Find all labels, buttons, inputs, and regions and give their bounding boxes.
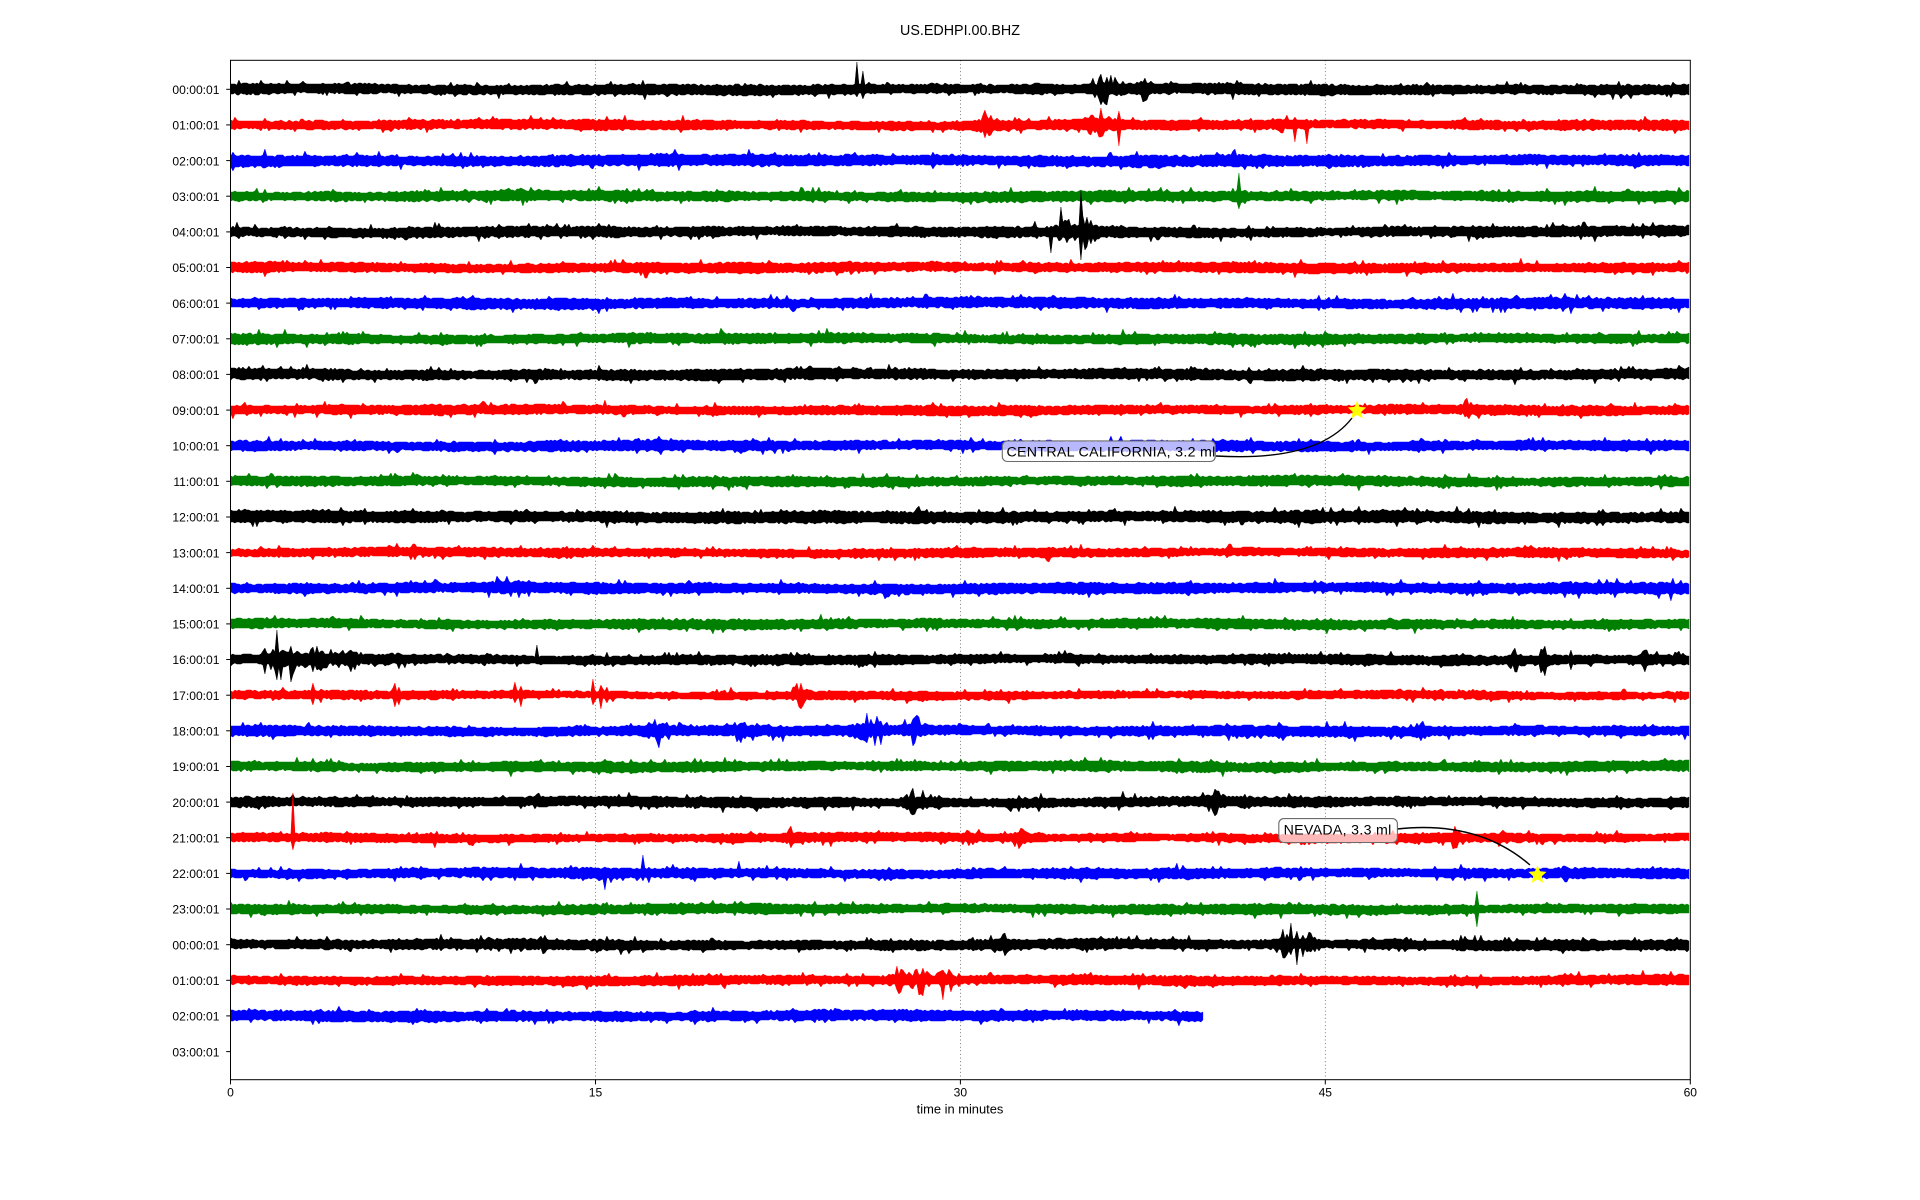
- svg-text:02:00:01: 02:00:01: [172, 1010, 219, 1024]
- svg-text:03:00:01: 03:00:01: [172, 1045, 219, 1059]
- svg-text:12:00:01: 12:00:01: [172, 511, 219, 525]
- svg-text:07:00:01: 07:00:01: [172, 333, 219, 347]
- svg-text:60: 60: [1684, 1086, 1698, 1100]
- svg-text:US.EDHPI.00.BHZ: US.EDHPI.00.BHZ: [900, 23, 1020, 39]
- svg-text:15:00:01: 15:00:01: [172, 618, 219, 632]
- svg-text:13:00:01: 13:00:01: [172, 546, 219, 560]
- svg-text:20:00:01: 20:00:01: [172, 796, 219, 810]
- svg-text:16:00:01: 16:00:01: [172, 653, 219, 667]
- svg-text:00:00:01: 00:00:01: [172, 938, 219, 952]
- svg-text:15: 15: [589, 1086, 603, 1100]
- svg-text:00:00:01: 00:00:01: [172, 83, 219, 97]
- svg-text:0: 0: [227, 1086, 234, 1100]
- svg-text:18:00:01: 18:00:01: [172, 725, 219, 739]
- svg-text:03:00:01: 03:00:01: [172, 190, 219, 204]
- svg-text:04:00:01: 04:00:01: [172, 226, 219, 240]
- svg-text:14:00:01: 14:00:01: [172, 582, 219, 596]
- svg-text:11:00:01: 11:00:01: [173, 475, 219, 489]
- svg-text:02:00:01: 02:00:01: [172, 154, 219, 168]
- svg-text:10:00:01: 10:00:01: [172, 439, 219, 453]
- svg-text:01:00:01: 01:00:01: [172, 974, 219, 988]
- svg-text:01:00:01: 01:00:01: [172, 119, 219, 133]
- svg-text:21:00:01: 21:00:01: [172, 831, 219, 845]
- svg-text:22:00:01: 22:00:01: [172, 867, 219, 881]
- svg-text:19:00:01: 19:00:01: [172, 760, 219, 774]
- svg-text:23:00:01: 23:00:01: [172, 903, 219, 917]
- svg-text:06:00:01: 06:00:01: [172, 297, 219, 311]
- svg-text:time in minutes: time in minutes: [917, 1102, 1004, 1117]
- svg-text:NEVADA, 3.3 ml: NEVADA, 3.3 ml: [1284, 822, 1392, 838]
- svg-text:45: 45: [1319, 1086, 1333, 1100]
- svg-text:17:00:01: 17:00:01: [172, 689, 219, 703]
- svg-text:08:00:01: 08:00:01: [172, 368, 219, 382]
- svg-text:CENTRAL CALIFORNIA, 3.2 ml: CENTRAL CALIFORNIA, 3.2 ml: [1007, 445, 1216, 461]
- svg-text:30: 30: [954, 1086, 968, 1100]
- svg-text:09:00:01: 09:00:01: [172, 404, 219, 418]
- svg-text:05:00:01: 05:00:01: [172, 261, 219, 275]
